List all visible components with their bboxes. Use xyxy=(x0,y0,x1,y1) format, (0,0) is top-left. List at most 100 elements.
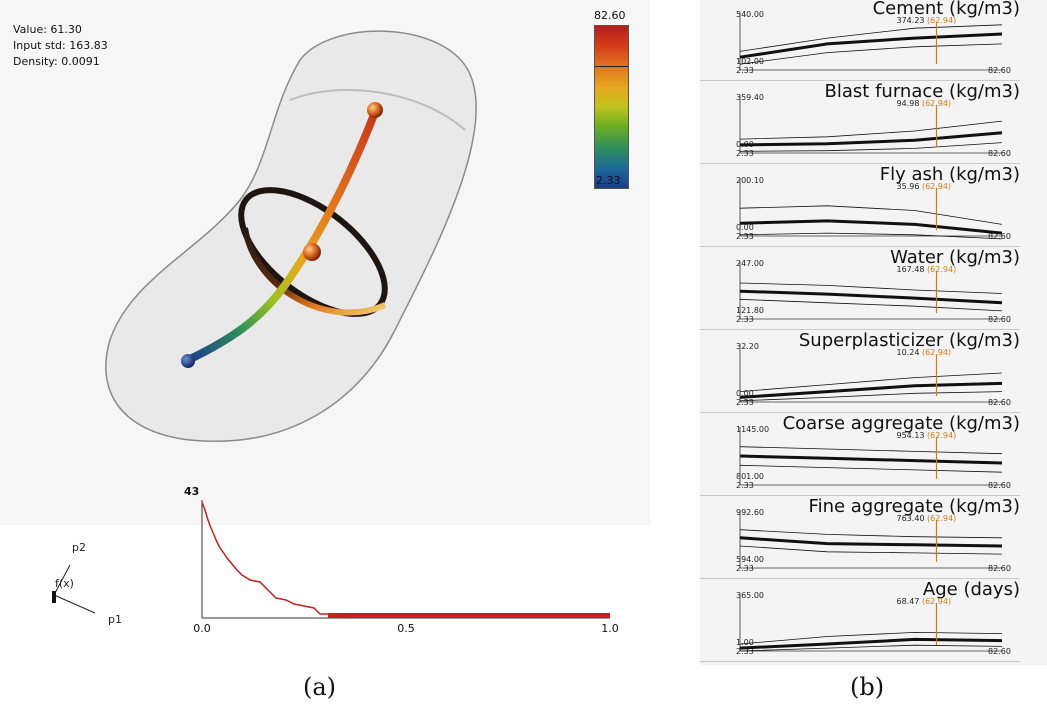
parameter-plot[interactable]: Fly ash (kg/m3) 200.10 0.00 2.33 82.60 35.96 … xyxy=(700,164,1020,247)
value-number: 374.23 xyxy=(896,16,925,25)
axis-p1-label: p1 xyxy=(108,613,122,626)
y-min-label: 102.00 xyxy=(736,57,764,66)
plot-title: Fly ash (kg/m3) xyxy=(879,164,1020,185)
x-min-label: 2.33 xyxy=(736,398,754,407)
density-readout: Density: 0.0091 xyxy=(13,55,100,68)
plot-title: Cement (kg/m3) xyxy=(872,0,1020,19)
plot-title: Superplasticizer (kg/m3) xyxy=(798,330,1020,351)
x-max-label: 82.60 xyxy=(988,149,1011,158)
panel-a-label: (a) xyxy=(303,673,337,701)
plot-title: Fine aggregate (kg/m3) xyxy=(808,496,1020,517)
value-accent: (62.94) xyxy=(921,348,952,357)
x-min-label: 2.33 xyxy=(736,647,754,656)
value-accent: (62.94) xyxy=(921,597,952,606)
lower-bound-curve xyxy=(739,644,1003,652)
parameter-plot[interactable]: Superplasticizer (kg/m3) 32.20 0.00 2.33 82.… xyxy=(700,330,1020,413)
lower-bound-curve xyxy=(739,464,1003,473)
x-min-label: 2.33 xyxy=(736,149,754,158)
parameter-plot[interactable]: Age (days) 365.00 1.00 2.33 82.60 68.47 (62.9… xyxy=(700,579,1020,662)
value-accent: (62.94) xyxy=(921,99,952,108)
3d-scene[interactable] xyxy=(0,0,650,525)
x-min-label: 2.33 xyxy=(736,315,754,324)
current-value-label: 10.24 (62.94) xyxy=(897,348,952,357)
current-value-label: 68.47 (62.94) xyxy=(897,597,952,606)
plot-curves xyxy=(739,593,1003,652)
hist-x-tick-2: 1.0 xyxy=(601,622,619,635)
parameter-plot[interactable]: Water (kg/m3) 247.00 121.80 2.33 82.60 167.48… xyxy=(700,247,1020,330)
upper-bound-curve xyxy=(739,529,1003,539)
x-max-label: 82.60 xyxy=(988,315,1011,324)
persistence-histogram[interactable]: 43 0.0 0.5 1.0 xyxy=(180,480,650,640)
colorbar-max-label: 82.60 xyxy=(594,9,626,22)
y-max-label: 32.20 xyxy=(736,342,759,351)
y-max-label: 365.00 xyxy=(736,591,764,600)
value-accent: (62.94) xyxy=(927,514,957,523)
parameter-plot[interactable]: Blast furnace (kg/m3) 359.40 0.00 2.33 82.60… xyxy=(700,81,1020,164)
current-value-label: 94.98 (62.94) xyxy=(897,99,952,108)
y-min-label: 121.80 xyxy=(736,306,764,315)
current-value-label: 167.48 (62.94) xyxy=(897,265,957,274)
topology-view[interactable]: Value: 61.30 Input std: 163.83 Density: … xyxy=(0,0,650,525)
hist-x-tick-0: 0.0 xyxy=(193,622,211,635)
upper-bound-curve xyxy=(739,446,1003,455)
value-accent: (62.94) xyxy=(927,265,957,274)
x-max-label: 82.60 xyxy=(988,66,1011,75)
capsule-surface xyxy=(105,30,477,442)
integral-line xyxy=(184,108,379,364)
mean-curve xyxy=(739,32,1003,59)
mean-curve xyxy=(739,454,1003,465)
current-value-label: 763.40 (62.94) xyxy=(897,514,957,523)
x-max-label: 82.60 xyxy=(988,647,1011,656)
ring-front xyxy=(242,227,387,316)
y-max-label: 200.10 xyxy=(736,176,764,185)
axis-p2-label: p2 xyxy=(72,541,86,554)
value-number: 763.40 xyxy=(896,514,925,523)
hist-x-tick-1: 0.5 xyxy=(397,622,415,635)
lower-bound-curve xyxy=(739,43,1003,65)
x-max-label: 82.60 xyxy=(988,398,1011,407)
current-value-label: 954.13 (62.94) xyxy=(897,431,957,440)
mean-curve xyxy=(739,536,1003,548)
lower-bound-curve xyxy=(739,545,1003,555)
saddle-point xyxy=(303,243,321,261)
x-min-label: 2.33 xyxy=(736,481,754,490)
plot-axis xyxy=(739,178,1002,237)
min-point xyxy=(181,354,195,368)
plot-title: Water (kg/m3) xyxy=(890,247,1020,268)
lower-bound-curve xyxy=(739,298,1003,312)
colorbar xyxy=(594,25,629,189)
upper-bound-curve xyxy=(739,205,1003,225)
upper-bound-curve xyxy=(739,631,1003,645)
y-min-label: 594.00 xyxy=(736,555,764,564)
parameter-plot[interactable]: Cement (kg/m3) 540.00 102.00 2.33 82.60 374.2… xyxy=(700,0,1020,81)
y-max-label: 1145.00 xyxy=(736,425,770,434)
x-max-label: 82.60 xyxy=(988,481,1011,490)
plot-axis xyxy=(739,12,1002,71)
plot-axis xyxy=(739,510,1002,569)
y-min-label: 1.00 xyxy=(736,638,754,647)
plot-curves xyxy=(739,261,1003,320)
x-min-label: 2.33 xyxy=(736,66,754,75)
upper-bound-curve xyxy=(739,282,1003,294)
current-value-label: 35.96 (62.94) xyxy=(897,182,952,191)
y-max-label: 359.40 xyxy=(736,93,764,102)
parameter-plot[interactable]: Fine aggregate (kg/m3) 992.60 594.00 2.33 82… xyxy=(700,496,1020,579)
value-accent: (62.94) xyxy=(921,182,952,191)
colorbar-marker xyxy=(595,66,628,67)
stats-readout: Value: 61.30 Input std: 163.83 Density: … xyxy=(13,22,108,70)
panel-b-label: (b) xyxy=(850,673,885,701)
y-min-label: 801.00 xyxy=(736,472,764,481)
input-std-readout: Input std: 163.83 xyxy=(13,39,108,52)
value-number: 167.48 xyxy=(896,265,925,274)
mean-curve xyxy=(739,131,1003,147)
mean-curve xyxy=(739,381,1003,399)
hist-bar xyxy=(328,613,610,618)
axes-gizmo: p2 f(x) p1 xyxy=(52,541,122,626)
parameter-plot[interactable]: Coarse aggregate (kg/m3) 1145.00 801.00 2.3… xyxy=(700,413,1020,496)
plot-title: Coarse aggregate (kg/m3) xyxy=(782,413,1020,434)
upper-bound-curve xyxy=(739,372,1003,392)
y-max-label: 247.00 xyxy=(736,259,764,268)
lower-bound-curve xyxy=(739,232,1003,240)
mean-curve xyxy=(739,637,1003,650)
axis-fx-label: f(x) xyxy=(55,577,74,590)
